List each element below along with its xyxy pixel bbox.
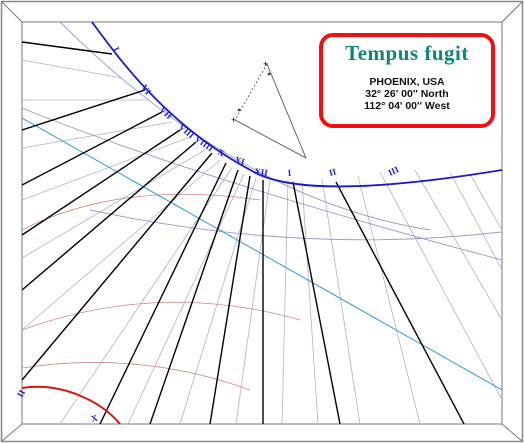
svg-text:+: + [263, 59, 268, 69]
svg-text:+: + [231, 115, 236, 125]
latitude-text: 32° 26' 00'' North [323, 88, 491, 100]
motto-title: Tempus fugit [323, 41, 491, 66]
hour-label: XII [254, 166, 269, 178]
longitude-text: 112° 04' 00'' West [323, 100, 491, 112]
location-text: PHOENIX, USA [323, 76, 491, 88]
title-box: Tempus fugit PHOENIX, USA 32° 26' 00'' N… [319, 33, 495, 128]
